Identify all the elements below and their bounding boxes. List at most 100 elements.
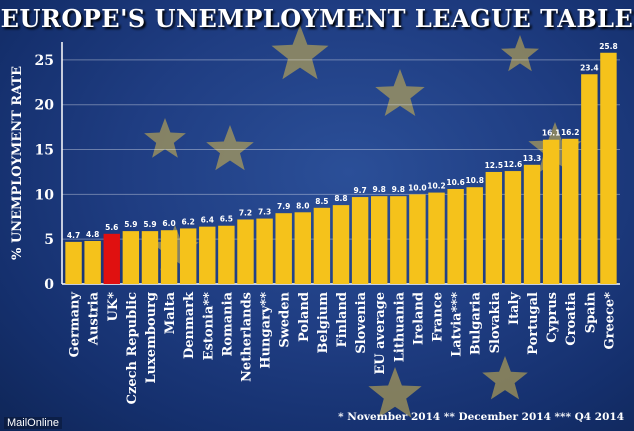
bar: [103, 233, 120, 284]
bar: [600, 52, 617, 284]
flag-star-icon: [271, 25, 329, 80]
data-label: 10.2: [427, 182, 446, 191]
bar: [447, 188, 464, 284]
x-tick-label: Cyprus: [545, 292, 560, 343]
y-tick-label: 5: [44, 232, 54, 248]
x-tick-label: Ireland: [411, 292, 426, 345]
data-label: 7.2: [239, 208, 252, 217]
data-label: 16.2: [561, 128, 580, 137]
data-label: 12.6: [504, 160, 523, 169]
bar: [332, 205, 350, 284]
x-tick-label: Malta: [163, 291, 178, 334]
bar: [122, 231, 140, 284]
x-tick-label: Finland: [335, 292, 350, 348]
x-tick-label: France: [431, 292, 446, 342]
bar: [351, 197, 369, 284]
x-tick-label: Luxembourg: [144, 292, 159, 384]
data-label: 9.8: [373, 185, 386, 194]
bar: [160, 230, 178, 284]
data-label: 8.8: [334, 194, 347, 203]
x-tick-label: Latvia***: [450, 292, 465, 357]
x-tick-label: Slovakia: [488, 291, 503, 353]
data-label: 5.9: [143, 220, 156, 229]
data-label: 16.1: [542, 129, 561, 138]
bar: [237, 219, 254, 284]
data-label: 6.4: [201, 216, 214, 225]
x-tick-label: Austria: [87, 291, 102, 346]
data-label: 9.7: [353, 186, 366, 195]
flag-star-icon: [206, 125, 254, 171]
bar: [562, 138, 579, 284]
bar: [141, 231, 159, 284]
x-tick-label: Greece*: [602, 292, 617, 350]
bar: [218, 225, 235, 284]
x-tick-label: Estonia**: [201, 292, 216, 361]
data-label: 5.6: [105, 223, 118, 232]
data-label: 23.4: [580, 63, 599, 72]
y-tick-label: 20: [35, 98, 55, 114]
x-tick-label: Sweden: [278, 291, 293, 347]
x-tick-label: Poland: [297, 292, 312, 342]
data-label: 10.0: [408, 183, 427, 192]
y-tick-label: 10: [35, 187, 55, 203]
flag-star-icon: [144, 118, 186, 158]
x-tick-label: Belgium: [316, 292, 331, 354]
data-label: 7.9: [277, 202, 290, 211]
data-label: 8.5: [315, 197, 328, 206]
bar: [313, 207, 331, 284]
data-label: 6.0: [162, 219, 175, 228]
data-label: 10.6: [446, 178, 465, 187]
flag-star-icon: [501, 35, 539, 72]
bar: [485, 171, 503, 284]
x-tick-label: Slovenia: [354, 291, 369, 353]
bar: [466, 187, 483, 284]
x-tick-label: Portugal: [526, 292, 541, 355]
bar: [84, 240, 101, 284]
x-tick-label: Netherlands: [239, 292, 254, 382]
data-label: 7.3: [258, 208, 271, 217]
bar: [65, 241, 82, 284]
x-tick-label: Italy: [507, 292, 522, 325]
data-label: 4.7: [67, 231, 80, 240]
data-label: 13.3: [523, 154, 542, 163]
flag-star-icon: [482, 356, 528, 400]
bar: [179, 228, 197, 284]
data-label: 6.5: [220, 215, 233, 224]
y-tick-label: 0: [44, 277, 54, 293]
data-label: 10.8: [465, 176, 484, 185]
y-tick-label: 25: [35, 53, 54, 69]
bar: [275, 213, 292, 284]
bar: [370, 196, 388, 284]
y-tick-label: 15: [35, 143, 54, 159]
x-tick-label: Croatia: [564, 291, 579, 345]
bar: [428, 192, 445, 284]
bar: [390, 196, 407, 284]
footnote: * November 2014 ** December 2014 *** Q4 …: [338, 411, 624, 423]
data-label: 25.8: [599, 42, 618, 51]
x-tick-label: Lithuania: [392, 291, 407, 362]
chart-title: EUROPE'S UNEMPLOYMENT LEAGUE TABLE: [0, 4, 634, 33]
data-label: 12.5: [485, 161, 504, 170]
data-label: 5.9: [124, 220, 137, 229]
source-label: MailOnline: [4, 417, 62, 429]
data-label: 8.0: [296, 201, 309, 210]
x-tick-label: Spain: [583, 291, 598, 333]
x-tick-label: Bulgaria: [469, 291, 484, 355]
bar: [409, 194, 426, 284]
data-label: 6.2: [182, 217, 195, 226]
x-tick-label: Romania: [220, 291, 235, 356]
x-tick-label: Denmark: [182, 291, 197, 359]
bar: [542, 139, 560, 284]
x-tick-label: Czech Republic: [125, 292, 140, 404]
bar: [256, 218, 273, 284]
x-tick-label: Germany: [68, 292, 83, 358]
data-label: 9.8: [392, 185, 405, 194]
flag-star-icon: [375, 69, 425, 116]
x-tick-label: EU average: [373, 292, 388, 375]
y-axis-label: % UNEMPLOYMENT RATE: [10, 66, 25, 260]
x-tick-label: Hungary**: [259, 292, 274, 369]
bar: [523, 164, 541, 284]
bar: [504, 171, 522, 284]
